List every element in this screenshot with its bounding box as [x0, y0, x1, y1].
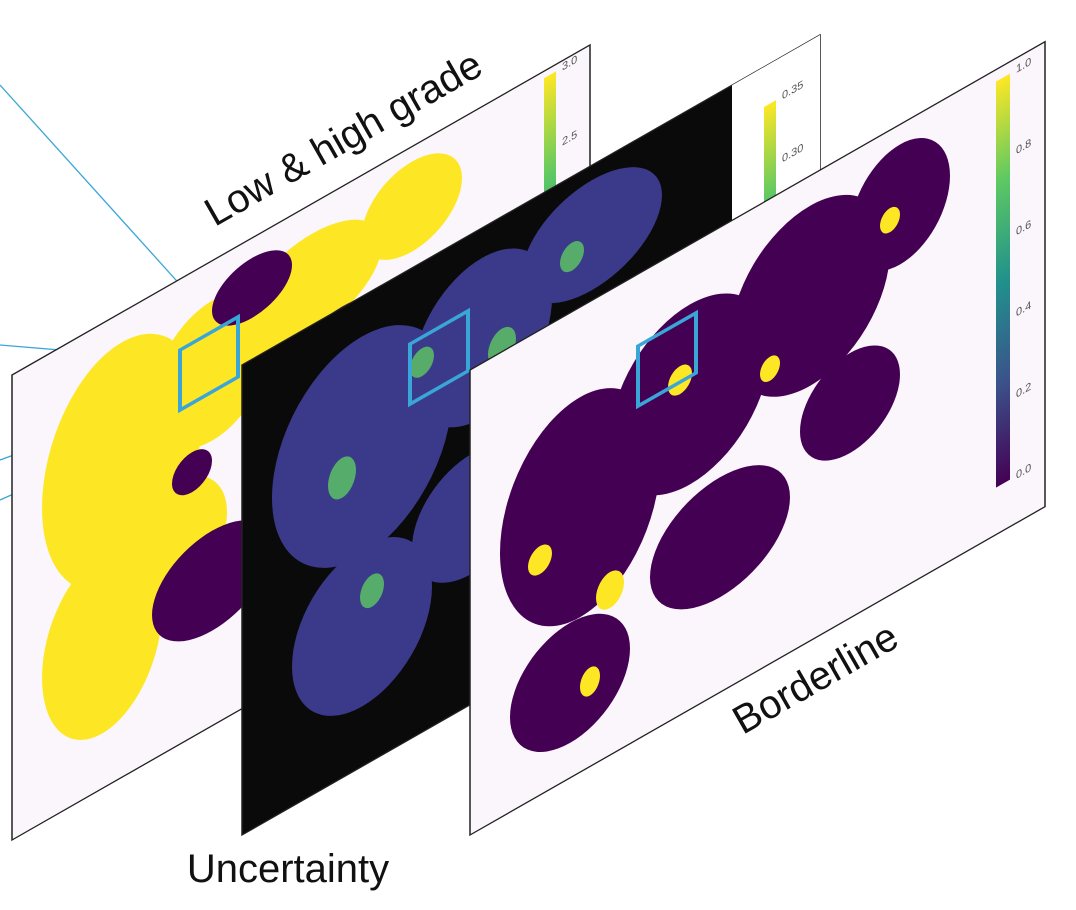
panel-borderline: 1.00.80.60.40.20.0 — [469, 40, 1046, 837]
panel-title: Uncertainty — [187, 847, 389, 891]
